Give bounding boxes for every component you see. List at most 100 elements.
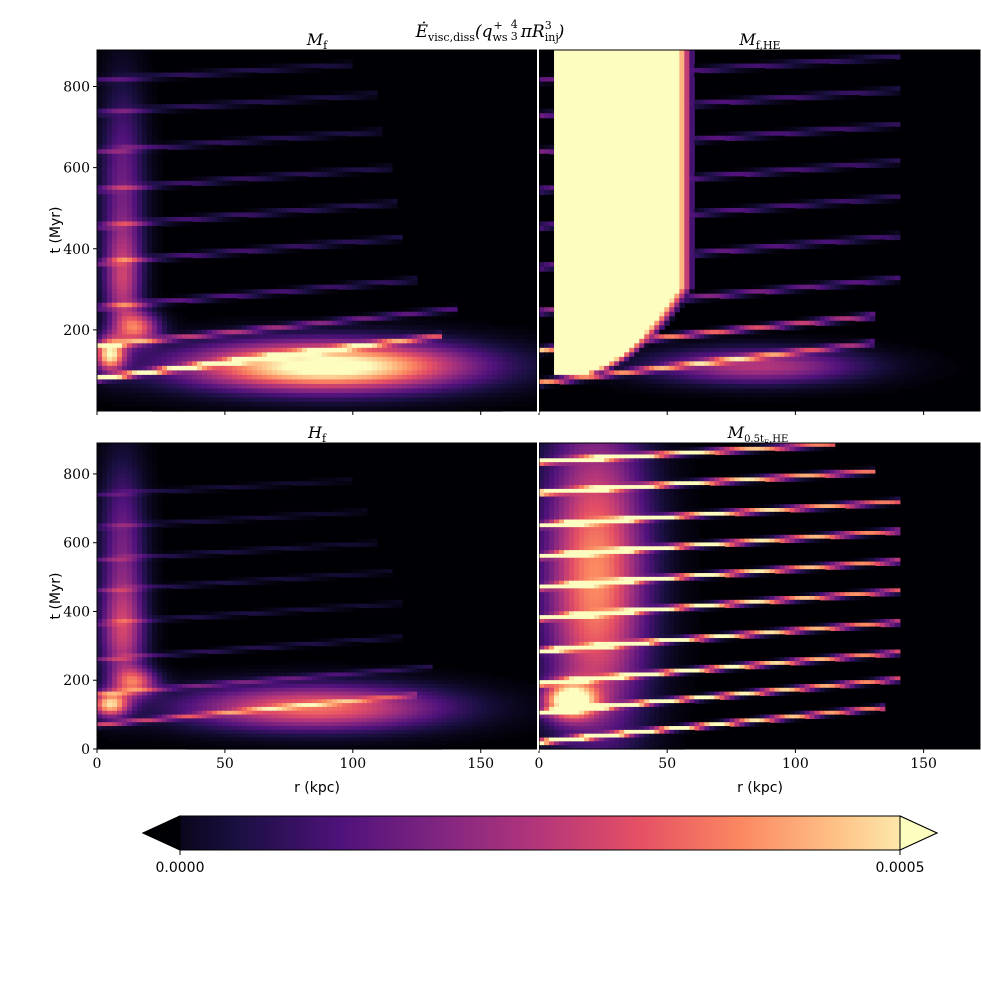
heatmap-cell (242, 329, 248, 335)
heatmap-cell (262, 383, 268, 390)
heatmap-cell (247, 207, 253, 214)
heatmap-cell (362, 338, 368, 344)
heatmap-cell (292, 388, 298, 394)
heatmap-cell (497, 383, 503, 390)
heatmap-cell (132, 347, 138, 353)
heatmap-cell (477, 397, 483, 403)
heatmap-cell (447, 343, 453, 349)
heatmap-cell (227, 216, 233, 223)
heatmap-cell (117, 194, 123, 200)
heatmap-cell (117, 244, 123, 250)
heatmap-cell (614, 185, 620, 191)
heatmap-cell (789, 162, 796, 168)
heatmap-cell (574, 203, 580, 209)
heatmap-cell (619, 126, 625, 132)
heatmap-cell (442, 329, 448, 335)
heatmap-cell (664, 50, 670, 56)
heatmap-cell (347, 383, 353, 390)
heatmap-cell (352, 284, 358, 290)
heatmap-cell (107, 361, 113, 367)
heatmap-cell (779, 239, 786, 245)
heatmap-cell (302, 203, 308, 209)
heatmap-cell (392, 388, 398, 394)
heatmap-cell (674, 198, 680, 205)
heatmap-cell (377, 126, 383, 132)
heatmap-cell (634, 149, 640, 155)
heatmap-cell (107, 347, 113, 353)
heatmap-cell (102, 293, 108, 299)
heatmap-cell (799, 203, 806, 209)
heatmap-cell (599, 207, 605, 214)
heatmap-cell (152, 216, 158, 223)
heatmap-cell (574, 198, 580, 205)
heatmap-cell (112, 244, 118, 250)
heatmap-cell (584, 108, 590, 114)
heatmap-cell (849, 54, 856, 60)
heatmap-cell (432, 374, 438, 381)
heatmap-cell (679, 158, 685, 164)
heatmap-cell (172, 361, 178, 367)
heatmap-cell (117, 54, 123, 60)
heatmap-cell (277, 361, 283, 367)
heatmap-cell (137, 95, 143, 101)
heatmap-cell (659, 153, 665, 159)
heatmap-cell (869, 198, 876, 205)
heatmap-cell (684, 54, 690, 60)
heatmap-cell (302, 131, 308, 137)
heatmap-cell (192, 176, 198, 182)
heatmap-cell (152, 207, 158, 214)
heatmap-cell (517, 397, 523, 403)
heatmap-cell (639, 149, 645, 155)
heatmap-cell (759, 59, 766, 65)
heatmap-cell (422, 329, 428, 335)
heatmap-cell (452, 338, 458, 344)
heatmap-cell (212, 316, 218, 322)
heatmap-cell (107, 221, 113, 227)
heatmap-cell (559, 140, 565, 146)
heatmap-cell (589, 176, 595, 182)
heatmap-cell (437, 352, 443, 358)
heatmap-cell (814, 59, 821, 65)
heatmap-cell (162, 325, 168, 331)
heatmap-cell (759, 68, 766, 74)
heatmap-cell (327, 239, 333, 245)
heatmap-cell (417, 374, 423, 381)
heatmap-cell (609, 212, 615, 218)
heatmap-cell (634, 235, 640, 241)
heatmap-cell (187, 401, 193, 408)
heatmap-cell (824, 203, 831, 209)
heatmap-cell (462, 365, 468, 371)
heatmap-cell (97, 329, 103, 335)
heatmap-cell (182, 401, 188, 408)
heatmap-cell (187, 365, 193, 371)
heatmap-cell (182, 374, 188, 381)
heatmap-cell (242, 356, 248, 362)
heatmap-cell (292, 99, 298, 105)
heatmap-cell (362, 406, 368, 412)
heatmap-cell (277, 248, 283, 254)
heatmap-cell (222, 68, 228, 74)
heatmap-cell (277, 401, 283, 408)
heatmap-cell (337, 329, 343, 335)
heatmap-cell (117, 347, 123, 353)
heatmap-cell (157, 320, 163, 326)
heatmap-cell (132, 50, 138, 56)
heatmap-cell (137, 343, 143, 349)
heatmap-cell (157, 289, 163, 295)
heatmap-cell (864, 126, 871, 132)
heatmap-cell (247, 338, 253, 344)
heatmap-cell (172, 370, 178, 376)
heatmap-cell (367, 280, 373, 286)
heatmap-cell (252, 383, 258, 390)
heatmap-cell (277, 99, 283, 105)
heatmap-cell (137, 334, 143, 340)
heatmap-cell (819, 198, 826, 205)
heatmap-cell (112, 361, 118, 367)
heatmap-cell (889, 59, 896, 65)
heatmap-cell (367, 388, 373, 394)
heatmap-cell (517, 370, 523, 376)
heatmap-cell (522, 388, 528, 394)
heatmap-cell (559, 86, 565, 92)
heatmap-cell (794, 59, 801, 65)
heatmap-cell (137, 370, 143, 376)
